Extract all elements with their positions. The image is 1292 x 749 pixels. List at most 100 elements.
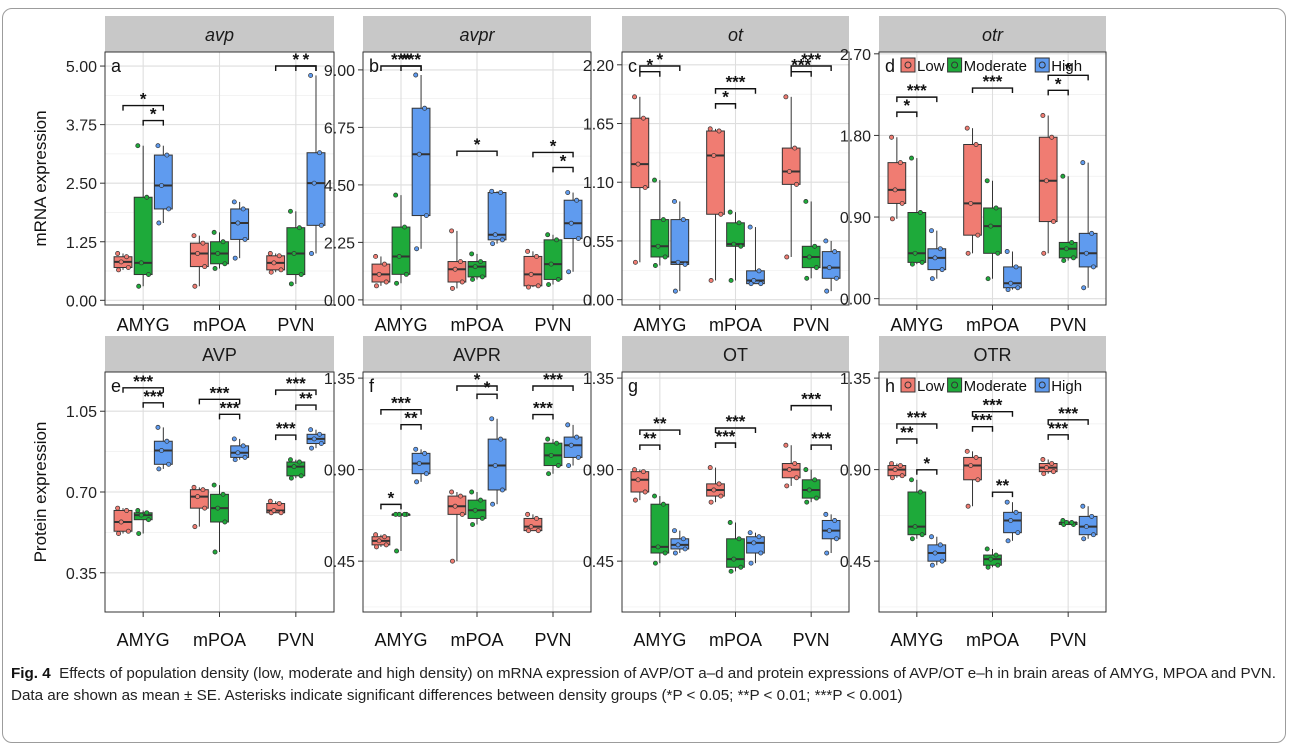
panel-e-xtick-label: mPOA <box>193 630 246 650</box>
panel-e-sig-label: ** <box>299 389 313 408</box>
panel-h-legend-item-moderate: Moderate <box>947 377 1027 395</box>
panel-f-box-low-amyg-point <box>382 534 387 540</box>
panel-a-box-high-mpoa-point <box>242 236 248 242</box>
panel-h-xtick-label: PVN <box>1050 630 1087 650</box>
panel-a-letter: a <box>111 56 122 76</box>
panel-b-sig-label: * <box>550 136 557 155</box>
panel-c-box-low-pvn-point <box>794 181 799 187</box>
panel-d-legend-item-high: High <box>1034 57 1082 75</box>
panel-c-box-low-amyg-point <box>642 185 648 191</box>
panel-h-legend-item-low: Low <box>900 377 945 395</box>
panel-a-box-low-mpoa-point <box>195 251 201 256</box>
panel-b-box-moderate-pvn-point <box>554 237 560 243</box>
panel-f-box-low-amyg-point <box>373 532 379 538</box>
panel-e-box-moderate-mpoa-point <box>211 482 217 488</box>
panel-e-box-moderate-pvn-point <box>298 473 304 479</box>
panel-a-sig-bracket <box>295 65 317 71</box>
panel-a-box-high-pvn-point <box>311 180 317 186</box>
panel-f-box-low-pvn-body <box>523 517 543 532</box>
panel-f-box-moderate-mpoa-point <box>472 507 478 513</box>
panel-c-box-moderate-pvn-point <box>806 254 812 260</box>
panel-c-sig-label: * <box>657 50 664 69</box>
panel-b-box-moderate-pvn-point <box>546 282 552 288</box>
panel-e-box-low-amyg-point <box>115 505 121 511</box>
panel-c-box-low-mpoa-body <box>706 130 725 215</box>
panel-a-box-high-amyg <box>153 143 173 226</box>
panel-h-sig-label: *** <box>973 411 993 430</box>
panel-h-sig-bracket <box>1047 434 1069 440</box>
panel-c-box-moderate-mpoa-point <box>736 220 742 226</box>
panel-c-sig-bracket <box>639 65 681 71</box>
panel-e-box-high-amyg <box>153 424 173 472</box>
panel-d-legend-key-point <box>1038 61 1046 69</box>
panel-c-box-high-mpoa-point <box>747 224 753 230</box>
panel-b-box-moderate-pvn-body <box>543 239 563 280</box>
panel-d-legend-key-point <box>904 61 912 69</box>
panel-f-box-high-amyg-point <box>416 461 422 466</box>
panel-e-ytick-label: 1.05 <box>66 404 97 421</box>
panel-g-box-low-pvn <box>781 442 801 489</box>
panel-b-xtick-label: PVN <box>534 315 571 335</box>
panel-h-box-moderate-pvn-point <box>1063 520 1069 525</box>
panel-e-box-high-mpoa-point <box>240 443 246 449</box>
panel-g-box-low-mpoa <box>706 465 725 505</box>
panel-b-box-low-mpoa-point <box>452 266 458 272</box>
panel-b-xtick-label: AMYG <box>374 315 427 335</box>
panel-d-box-low-mpoa-point <box>964 125 970 131</box>
panel-f-box-moderate-amyg-point <box>402 511 408 517</box>
panel-d-ytick-label: 1.80 <box>840 128 871 145</box>
panel-b-box-low-mpoa-point <box>449 228 455 234</box>
panel-d-sig-bracket <box>896 111 918 118</box>
panel-d-box-low-amyg-point <box>897 160 903 166</box>
panel-d-legend-item-low: Low <box>900 57 945 75</box>
panel-h-box-moderate-amyg-point <box>909 477 914 483</box>
figure-caption: Fig. 4 Effects of population density (lo… <box>11 663 1281 707</box>
panel-e-sig-bracket <box>142 402 165 408</box>
panel-c-box-high-mpoa-point <box>758 281 764 287</box>
panel-e-sig-bracket <box>218 413 241 420</box>
panel-h-legend-label: High <box>1051 378 1082 395</box>
panel-c-ytick-label: 2.20 <box>583 58 614 75</box>
panel-h-box-moderate-amyg <box>907 477 927 542</box>
panel-c-box-low-mpoa-point <box>707 126 713 132</box>
panel-h-sig-bracket <box>971 426 994 432</box>
panel-h-box-high-mpoa-point <box>1015 530 1021 536</box>
panel-d-box-low-amyg <box>887 134 907 222</box>
panel-d-box-high-mpoa-point <box>1013 264 1019 270</box>
panel-a-box-low-mpoa <box>189 233 209 289</box>
panel-e-box-high-amyg-point <box>156 466 162 472</box>
panel-d-sig-bracket <box>1047 74 1089 81</box>
panel-f-sig-bracket <box>380 408 422 415</box>
panel-g-box-moderate-pvn-point <box>806 487 812 493</box>
panel-e-box-low-pvn-point <box>267 498 273 504</box>
figure-frame <box>2 8 1286 743</box>
panel-d-box-high-pvn-point <box>1089 230 1095 236</box>
panel-h-box-low-mpoa-point <box>968 463 974 469</box>
panel-a-box-moderate-pvn-body <box>286 227 306 276</box>
panel-b-box-high-pvn-point <box>568 220 574 226</box>
panel-c-box-moderate-mpoa-point <box>731 241 737 247</box>
panel-e-ytick-label: 0.35 <box>66 566 97 583</box>
panel-f-sig-label: *** <box>533 399 553 418</box>
panel-a-box-low-amyg-point <box>125 265 131 270</box>
panel-h-box-high-amyg-point <box>939 558 945 564</box>
panel-f-box-moderate-amyg-point <box>393 511 399 517</box>
panel-a-box-high-pvn-point <box>317 150 323 156</box>
panel-g-box-moderate-pvn-point <box>804 499 810 505</box>
panel-e-sig-bracket <box>274 434 297 441</box>
panel-g-box-high-mpoa-point <box>747 530 753 536</box>
panel-d-box-high-pvn-point <box>1081 285 1087 291</box>
panel-d-box-low-amyg-body <box>887 162 907 204</box>
panel-e-letter: e <box>111 376 121 396</box>
panel-g-ytick-label: 0.90 <box>583 463 614 480</box>
panel-d-legend-key <box>947 57 963 73</box>
panel-b-sig-bracket <box>532 151 574 158</box>
panel-h-box-high-amyg-point <box>929 562 935 568</box>
panel-h-box-moderate-mpoa <box>983 546 1002 570</box>
panel-g-box-moderate-pvn-point <box>803 467 809 473</box>
panel-c-box-low-amyg <box>630 94 650 265</box>
panel-f-box-low-mpoa <box>447 489 467 564</box>
panel-g-box-high-mpoa-body <box>746 536 765 554</box>
panel-f-box-moderate-pvn <box>543 436 563 477</box>
panel-a-box-low-mpoa-point <box>202 264 208 270</box>
